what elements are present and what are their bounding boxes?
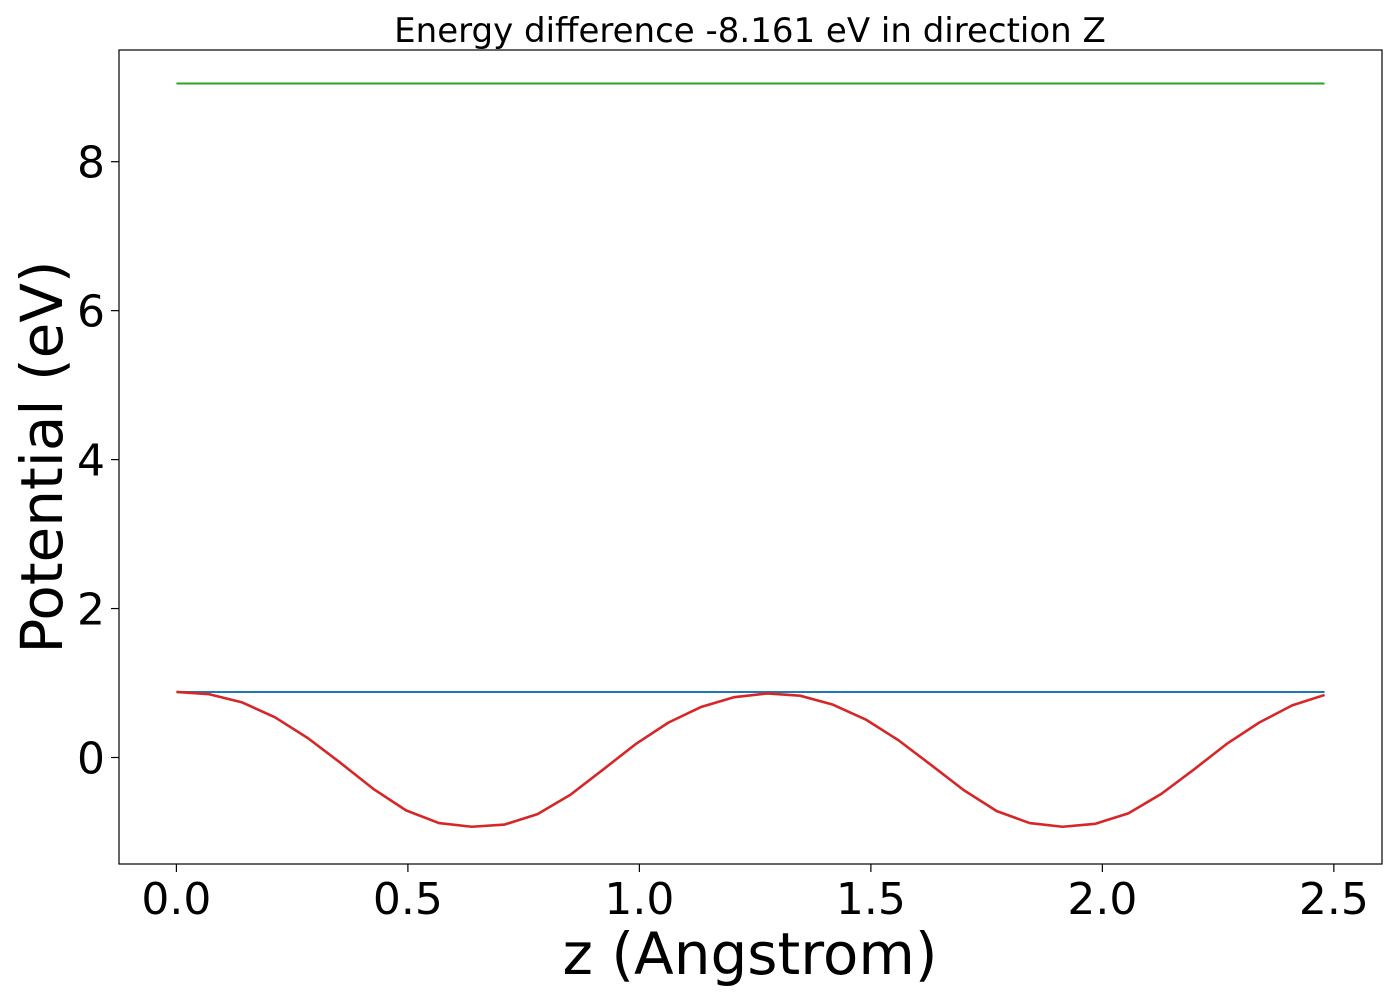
x-axis-ticks: 0.0 0.5 1.0 1.5 2.0 2.5 <box>141 864 1369 925</box>
y-tick-label: 8 <box>77 138 105 189</box>
y-tick-label: 4 <box>77 436 105 487</box>
y-tick-label: 0 <box>77 734 105 785</box>
series-line-red-potential-curve <box>176 690 1325 829</box>
x-tick-label: 2.0 <box>1067 874 1137 925</box>
y-tick-label: 6 <box>77 287 105 338</box>
x-tick-label: 1.5 <box>836 874 906 925</box>
plot-area-frame <box>118 49 1383 865</box>
y-tick-label: 2 <box>77 585 105 636</box>
y-axis-label: Potential (eV) <box>8 260 76 653</box>
chart-title: Energy difference -8.161 eV in direction… <box>394 11 1106 51</box>
x-tick-label: 2.5 <box>1299 874 1369 925</box>
series-layer <box>176 82 1325 829</box>
x-tick-label: 1.0 <box>604 874 674 925</box>
y-axis-ticks: 0 2 4 6 8 <box>77 138 119 785</box>
x-axis-label: z (Angstrom) <box>563 920 938 988</box>
x-tick-label: 0.0 <box>141 874 211 925</box>
x-tick-label: 0.5 <box>373 874 443 925</box>
